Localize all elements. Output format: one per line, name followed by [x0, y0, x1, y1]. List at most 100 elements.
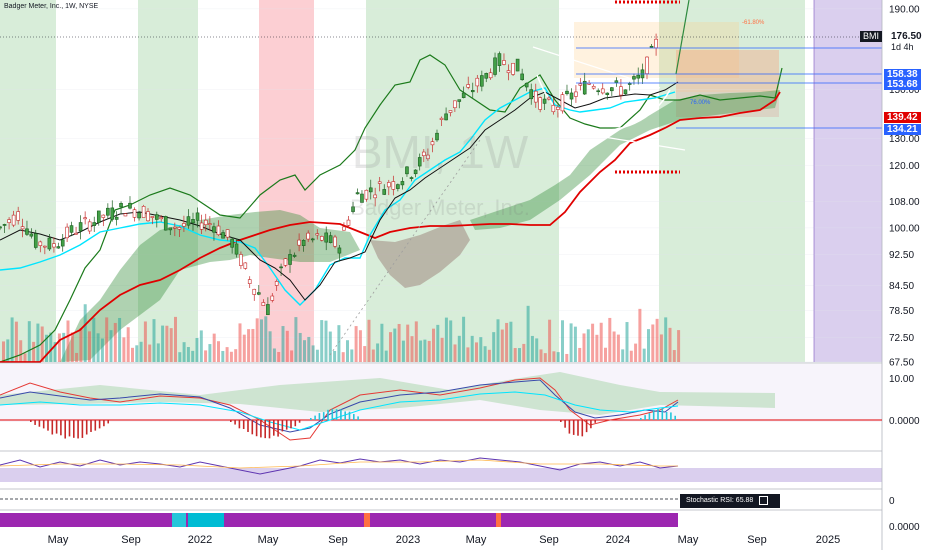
rsi-ma [0, 459, 678, 469]
settings-icon[interactable] [759, 495, 769, 505]
candle-body [212, 226, 216, 233]
candle-body [20, 226, 25, 230]
volume-bar [599, 322, 603, 362]
volume-bar [389, 332, 392, 362]
candle-body [247, 279, 252, 284]
candle-body [461, 92, 466, 98]
cloud-green-area [60, 210, 360, 362]
volume-bar [178, 352, 182, 362]
volume-bar [655, 318, 659, 362]
indicator-lines [0, 0, 783, 363]
macd-hist-bar [661, 408, 664, 420]
candle-body [342, 226, 346, 231]
candle-body [306, 232, 310, 240]
volume-bar [659, 334, 663, 362]
candle-body [619, 86, 623, 96]
volume-bar [668, 327, 672, 362]
volume-bar [40, 326, 44, 362]
volume-bar [251, 328, 255, 362]
volume-bar [272, 348, 276, 362]
cloud-red-area [370, 220, 470, 288]
volume-bar [217, 341, 220, 362]
volume-bar [135, 345, 139, 362]
candle-body [497, 53, 502, 66]
level-tag-158: 158.38 [884, 69, 921, 80]
projection-line [675, 0, 690, 75]
volume-bar [307, 336, 311, 362]
candle-body [203, 219, 208, 225]
candle-body [274, 281, 279, 286]
candle-body [150, 216, 155, 218]
candle-body [515, 58, 520, 72]
candle-body [538, 97, 542, 110]
candle-body [297, 239, 301, 246]
volume-bar [298, 332, 302, 362]
candle-body [320, 236, 324, 241]
candle-body [177, 227, 182, 230]
candle-body [243, 262, 248, 269]
volume-bar [27, 321, 31, 362]
macd-hist-bar [64, 420, 66, 439]
candle-body [470, 90, 475, 93]
volume-bar [363, 346, 367, 362]
volume-bar [505, 322, 509, 362]
x-tick-label: Sep [121, 534, 141, 546]
candle-body [324, 232, 329, 243]
volume-bar [238, 323, 242, 362]
volume-bar [651, 324, 655, 362]
volume-bar [208, 344, 212, 362]
y-tick-label: 100.00 [889, 223, 920, 234]
candle-body [168, 227, 173, 231]
macd-signal-cyan [0, 391, 679, 431]
candle-body [409, 177, 414, 179]
volume-bar [449, 320, 453, 362]
candle-body [38, 241, 43, 246]
x-tick-label: May [48, 534, 69, 546]
macd-hist-bar [344, 411, 346, 420]
macd-hist-bar [103, 420, 105, 427]
volume-bar [509, 321, 513, 362]
candle-body [645, 56, 649, 74]
candle-body [636, 74, 641, 79]
macd-hist-bar [260, 420, 262, 438]
y-tick-label: 108.00 [889, 197, 920, 208]
volume-bar [195, 337, 199, 362]
volume-bar [440, 337, 444, 362]
volume-bar [475, 342, 478, 362]
tenkan-line [0, 87, 676, 306]
volume-bar [148, 344, 152, 362]
candle-body [368, 187, 373, 193]
grid [0, 8, 882, 363]
candle-body [351, 206, 355, 212]
volume-bar [281, 326, 285, 362]
candle-body [234, 243, 239, 255]
macd-line-blue [0, 379, 679, 433]
volume-bar [268, 331, 272, 362]
volume-bars [2, 304, 681, 362]
volume-bar [161, 325, 165, 362]
volume-bar [535, 338, 539, 362]
macd-hist-bar [34, 420, 36, 425]
macd-hist-bar [577, 420, 579, 436]
volume-bar [57, 333, 61, 362]
candle-body [373, 194, 377, 199]
volume-bar [436, 324, 440, 362]
volume-bar [260, 319, 263, 362]
volume-bar [315, 349, 319, 362]
candle-body [114, 216, 119, 220]
volume-bar [100, 338, 104, 362]
macd-hist-bar [268, 420, 271, 439]
macd-hist-bar [294, 420, 297, 427]
candle-body [400, 181, 405, 186]
y-tick-label: 190.00 [889, 4, 920, 15]
macd-hist-bar [264, 420, 266, 439]
volume-bar [578, 347, 582, 362]
volume-bar [487, 349, 491, 362]
volume-bar [522, 343, 526, 362]
volume-bar [346, 340, 349, 362]
volume-bar [285, 330, 289, 362]
volume-bar [204, 350, 208, 362]
candle-body [413, 169, 418, 175]
candle-body [337, 247, 342, 254]
candle-body [328, 235, 333, 243]
